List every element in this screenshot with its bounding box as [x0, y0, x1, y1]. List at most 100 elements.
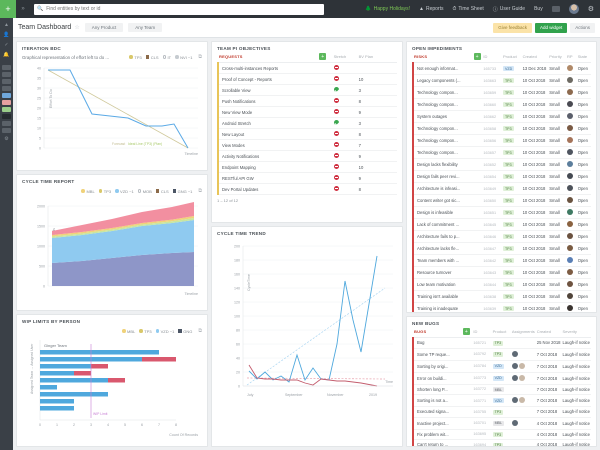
table-row[interactable]: Not enough informat... 165733 VZD 13 Dec 20… — [412, 62, 591, 75]
table-row[interactable]: Shorten long P... 163772 MBL 7 Oct 2018 Laug… — [411, 384, 591, 395]
give-feedback-button[interactable]: Give feedback — [493, 22, 532, 33]
col-bugs[interactable]: BUGS — [413, 326, 461, 338]
col-priority[interactable]: Priority — [548, 51, 567, 63]
rail-board-red[interactable] — [2, 100, 11, 105]
collapse-sidebar-button[interactable]: » — [21, 6, 25, 12]
table-row[interactable]: Architecture is infeasi... 163649 TP3 10 Oc… — [412, 182, 591, 195]
table-row[interactable]: Endpoint Mapping 10 — [217, 161, 397, 173]
copy-icon[interactable]: ⧉ — [198, 328, 202, 334]
table-row[interactable]: New View Mode 9 — [217, 106, 397, 118]
legend-item-gng[interactable]: GNG ~1 — [172, 189, 192, 194]
table-row[interactable]: Bug 165721 TP3 25 Nov 2018 Laugh-if notice — [411, 337, 591, 349]
add-icon[interactable]: + — [462, 328, 470, 335]
add-icon[interactable]: + — [473, 53, 481, 60]
table-row[interactable]: New Layout 8 — [217, 128, 397, 140]
add-icon[interactable]: + — [319, 53, 327, 60]
legend-item-nvi[interactable]: NVI ~1 — [175, 55, 192, 60]
col-risks[interactable]: RISKS — [413, 51, 472, 63]
gear-icon[interactable]: ⚙ — [587, 6, 594, 13]
table-row[interactable]: Content writer got sic... 163650 TP3 10 Oct… — [412, 194, 591, 207]
table-row[interactable]: Technology compon... 163657 TP3 10 Oct 2018… — [412, 146, 591, 159]
rail-board-2[interactable] — [2, 72, 11, 77]
table-row[interactable]: Sorting is not a... 163771 VZD 7 Oct 2018 La… — [411, 394, 591, 407]
table-row[interactable]: Technology compon... 163659 TP3 10 Oct 2018… — [412, 86, 591, 99]
top-link-reports[interactable]: ▲ Reports — [419, 6, 443, 12]
table-row[interactable]: Lack of commitment ... 163645 TP3 10 Oct 20… — [412, 218, 591, 231]
top-link-timesheet[interactable]: ⏱ Time Sheet — [452, 6, 483, 12]
table-row[interactable]: Fix problem wit... 163695 TP3 4 Oct 2018 Lau… — [411, 429, 591, 440]
rail-board-blue[interactable] — [2, 93, 11, 98]
col-product[interactable]: Product — [501, 51, 522, 63]
table-row[interactable]: Technology compon... 163660 TP3 10 Oct 2018… — [412, 98, 591, 111]
search-box[interactable]: 🔍 — [34, 3, 324, 15]
legend-item-tp3[interactable]: TP3 — [129, 55, 142, 60]
legend-item-gng[interactable]: GNG — [178, 329, 192, 334]
table-row[interactable]: Activity Notifications 9 — [217, 150, 397, 162]
add-widget-button[interactable]: Add widget — [534, 22, 568, 33]
top-link-userguide[interactable]: ⓘ User Guide — [493, 6, 525, 13]
bell-icon[interactable]: 🔔 — [3, 52, 10, 58]
col-severity[interactable]: Severity — [561, 326, 591, 338]
table-row[interactable]: Technology compon... 163658 TP3 10 Oct 2018… — [412, 122, 591, 135]
legend-item-cls[interactable]: CLS — [145, 55, 159, 60]
table-row[interactable]: RESTful API GW 9 — [217, 172, 397, 184]
legend-item-vzd[interactable]: VZD ~1 — [155, 329, 174, 334]
rail-board-4[interactable] — [2, 86, 11, 91]
table-row[interactable]: Proof of Concept - Reports 10 — [217, 73, 397, 85]
table-row[interactable]: Team members with ... 163642 TP3 10 Oct 201… — [412, 254, 591, 267]
rail-settings-icon[interactable]: ⚙ — [4, 136, 9, 142]
rail-board-selected[interactable] — [2, 114, 11, 119]
star-icon[interactable]: ☆ — [74, 25, 80, 31]
col-requests[interactable]: REQUESTS — [218, 51, 313, 63]
table-row[interactable]: Executed signa... 163755 TP3 7 Oct 2018 Laug… — [411, 406, 591, 418]
table-row[interactable]: Scrollable View 3 — [217, 84, 397, 96]
col-id[interactable]: ID — [482, 51, 502, 63]
table-row[interactable]: Some TP reque... 163792 TP3 7 Oct 2018 Laugh… — [411, 348, 591, 361]
table-row[interactable]: Resource turnover 163643 TP3 10 Oct 2018 Sma… — [412, 266, 591, 279]
rail-board-3[interactable] — [2, 79, 11, 84]
table-row[interactable]: Can't return to ... 163694 TP3 4 Oct 2018 La… — [411, 439, 591, 446]
home-icon[interactable]: ▲ — [4, 22, 9, 28]
col-rp[interactable]: RP — [566, 51, 577, 63]
user-avatar[interactable] — [568, 4, 579, 14]
table-row[interactable]: System outages 163662 TP3 10 Oct 2018 Small O… — [412, 110, 591, 123]
cart-icon[interactable] — [551, 6, 560, 12]
table-row[interactable]: Design is infeasible 163651 TP3 10 Oct 2018… — [412, 206, 591, 219]
copy-icon[interactable]: ⧉ — [198, 54, 202, 60]
table-row[interactable]: Low team motivation 163644 TP3 10 Oct 2018 S… — [412, 278, 591, 291]
top-link-holiday[interactable]: 🌲 Happy Holidays! — [365, 6, 410, 12]
table-row[interactable]: Push Notifications 8 — [217, 95, 397, 107]
actions-button[interactable]: Actions — [570, 22, 595, 33]
legend-item-tp3[interactable]: TP3 — [139, 329, 152, 334]
check-icon[interactable]: ✓ — [4, 42, 9, 48]
user-icon[interactable]: 👤 — [3, 32, 10, 38]
legend-item-it[interactable]: IT — [162, 55, 171, 60]
col-assignments[interactable]: Assignments — [510, 326, 536, 338]
table-row[interactable]: Design lacks flexibility 163652 TP3 10 Oct … — [412, 158, 591, 171]
table-row[interactable]: Error on buildi... 163773 VZD 7 Oct 2018 Lau… — [411, 372, 591, 385]
search-input[interactable] — [46, 6, 321, 12]
table-row[interactable]: Android Stretch 3 — [217, 117, 397, 129]
col-id[interactable]: ID — [472, 326, 492, 338]
filter-product[interactable]: Any Product — [84, 23, 124, 32]
table-row[interactable]: Training isn't available 163638 TP3 10 Oct … — [412, 290, 591, 303]
rail-board-5[interactable] — [2, 121, 11, 126]
legend-item-tp3[interactable]: TP3 — [98, 189, 111, 194]
table-row[interactable]: Training is inadequate 163639 TP3 10 Oct 20… — [412, 302, 591, 312]
table-row[interactable]: Dev Portal Updates 8 — [217, 183, 397, 195]
global-add-button[interactable]: + — [0, 0, 16, 18]
rail-board-6[interactable] — [2, 128, 11, 133]
table-row[interactable]: View Modes 7 — [217, 139, 397, 151]
col-stretch[interactable]: Stretch — [332, 51, 358, 63]
rail-board-1[interactable] — [2, 65, 11, 70]
table-row[interactable]: Technology compon... 163656 TP3 10 Oct 2018… — [412, 134, 591, 147]
table-row[interactable]: Sorting by origi... 163784 VZD 7 Oct 2018 La… — [411, 360, 591, 373]
col-bv-plan[interactable]: BV Plan — [357, 51, 397, 63]
col-state[interactable]: State — [576, 51, 591, 63]
copy-icon[interactable]: ⧉ — [198, 188, 202, 194]
col-product[interactable]: Product — [491, 326, 511, 338]
legend-item-mbl[interactable]: MBL — [122, 329, 135, 334]
top-link-buy[interactable]: Buy — [534, 6, 543, 12]
table-row[interactable]: Inactive project... 163701 MBL 4 Oct 2018 La… — [411, 417, 591, 430]
legend-item-mbl[interactable]: MBL — [81, 189, 95, 194]
